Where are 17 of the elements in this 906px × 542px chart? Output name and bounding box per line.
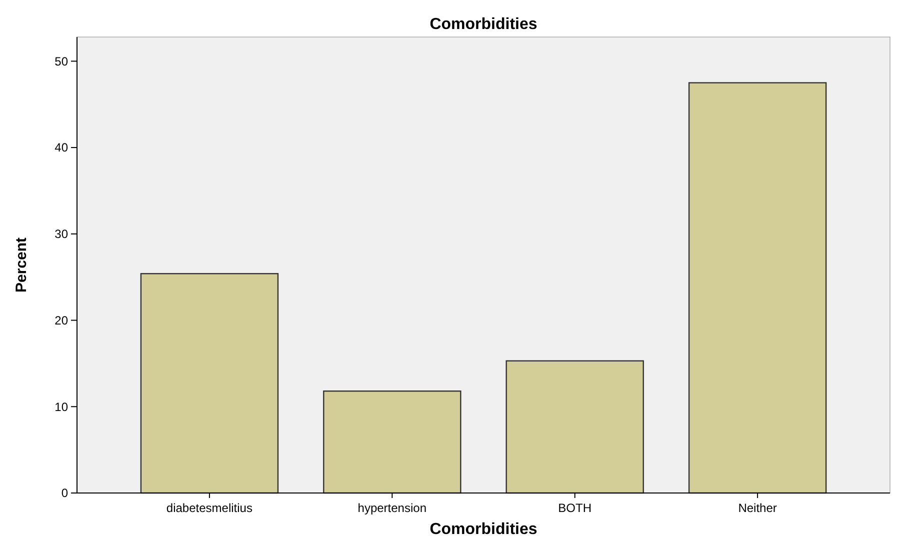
x-tick-label: Neither bbox=[738, 501, 777, 515]
chart-title: Comorbidities bbox=[430, 16, 538, 33]
bar bbox=[688, 82, 827, 494]
bar bbox=[323, 390, 462, 494]
y-tick-label: 10 bbox=[54, 400, 68, 414]
y-axis-title: Percent bbox=[13, 237, 30, 293]
y-tick-label: 20 bbox=[54, 313, 68, 328]
x-tick-label: diabetesmelitius bbox=[166, 501, 252, 515]
bar bbox=[140, 273, 279, 494]
y-tick-label: 40 bbox=[54, 140, 68, 155]
y-tick-label: 0 bbox=[61, 486, 68, 500]
y-tick-label: 30 bbox=[54, 227, 68, 242]
x-tick-label: BOTH bbox=[558, 501, 592, 515]
bar bbox=[506, 360, 644, 494]
x-tick-label: hypertension bbox=[358, 501, 427, 515]
y-tick-label: 50 bbox=[54, 54, 68, 68]
x-axis-title: Comorbidities bbox=[430, 521, 538, 538]
